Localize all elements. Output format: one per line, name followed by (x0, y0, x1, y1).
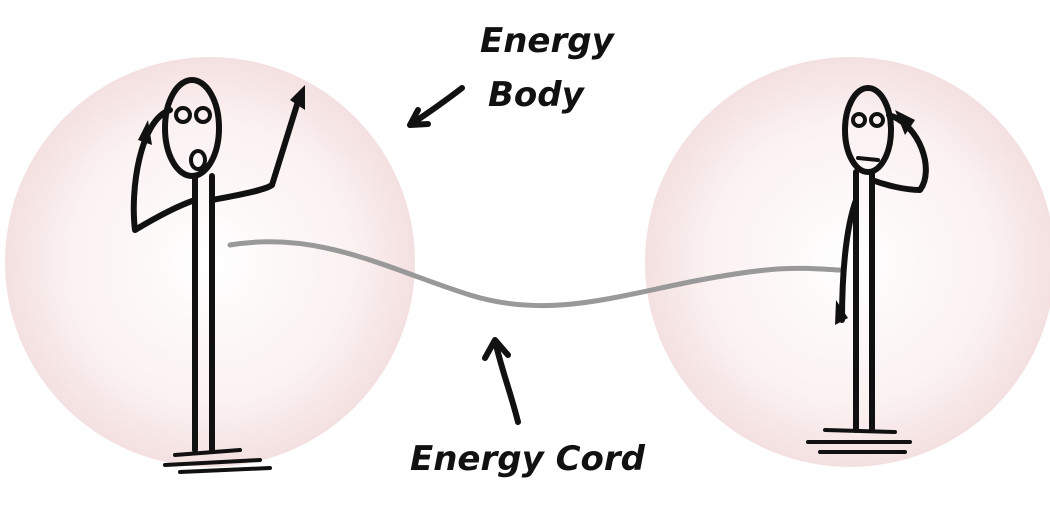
annotation-line: Energy Cord (410, 439, 646, 479)
arrow-body (407, 85, 465, 128)
annotation-line: Energy (480, 21, 616, 61)
annotation-line: Body (488, 75, 586, 115)
figure-left (130, 77, 305, 474)
energy-body-right (645, 57, 1050, 467)
energy-cord (227, 239, 843, 309)
figure-right (806, 85, 929, 454)
arrow-cord (482, 337, 521, 425)
